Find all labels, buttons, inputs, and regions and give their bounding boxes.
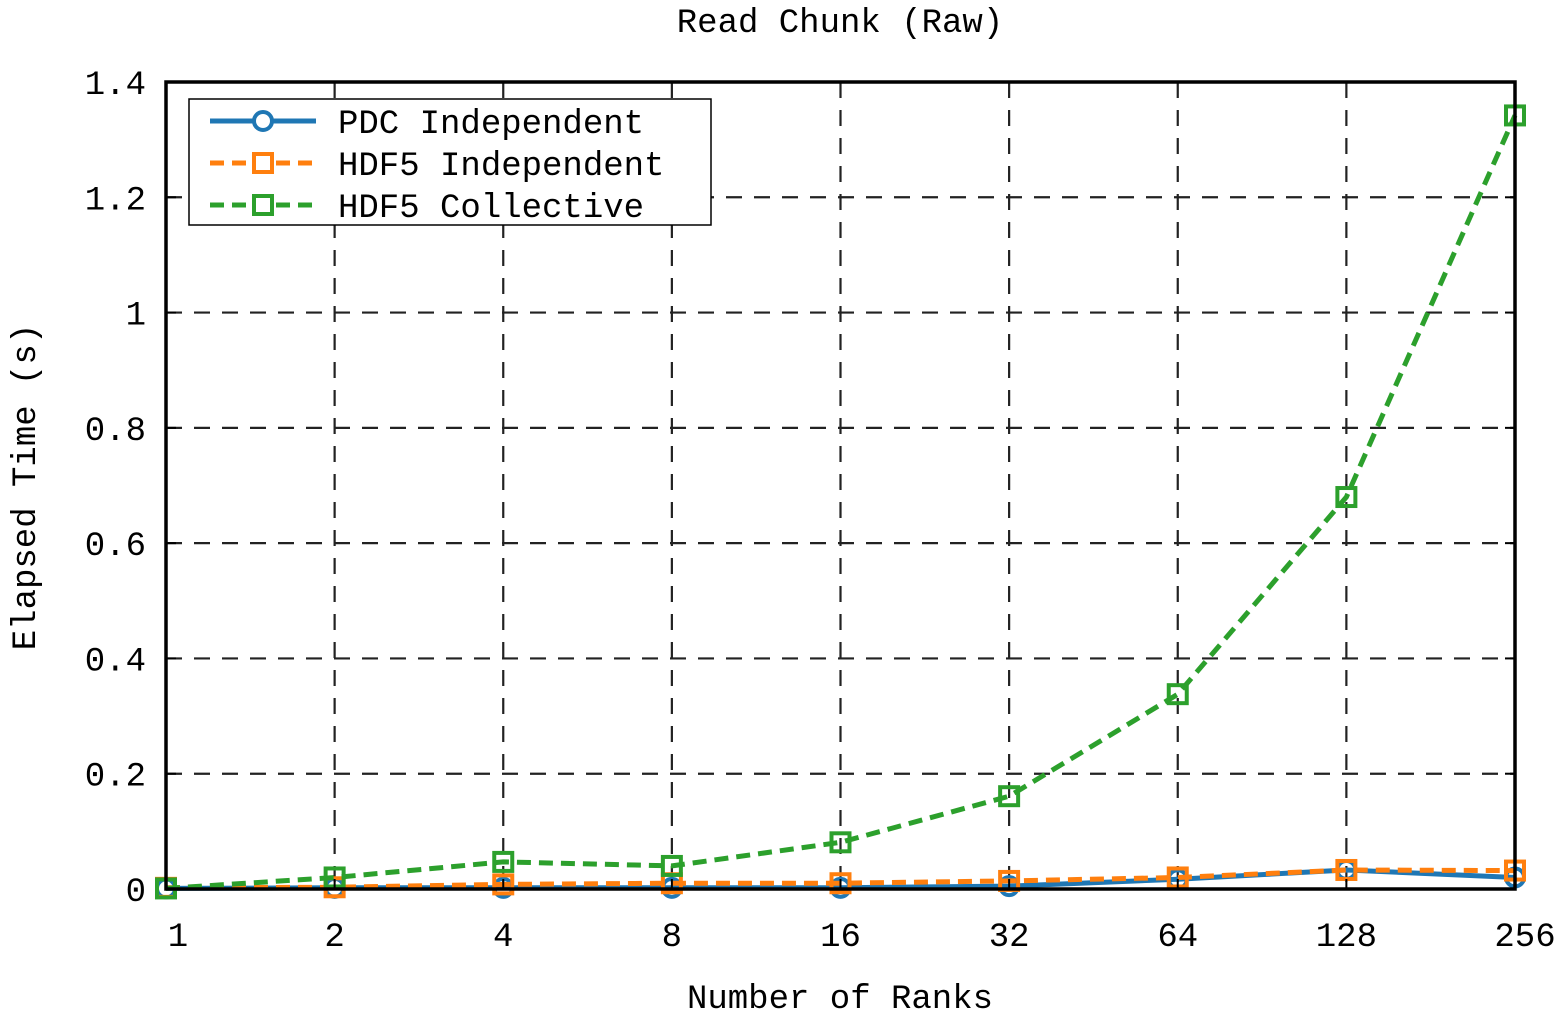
x-tick-label: 32 bbox=[989, 919, 1030, 957]
data-point bbox=[1335, 858, 1358, 881]
data-point bbox=[998, 785, 1021, 808]
series-line bbox=[165, 114, 1518, 891]
x-tick-label: 8 bbox=[662, 919, 682, 957]
x-tick-label: 1 bbox=[168, 919, 188, 957]
legend-marker bbox=[252, 152, 274, 174]
data-point bbox=[829, 831, 852, 854]
y-tick-label: 1 bbox=[126, 298, 146, 336]
data-point bbox=[492, 873, 515, 896]
legend-marker bbox=[252, 110, 274, 132]
y-tick-label: 1.2 bbox=[85, 182, 146, 220]
y-tick-label: 0.8 bbox=[85, 413, 146, 451]
x-tick-label: 64 bbox=[1157, 919, 1198, 957]
x-tick-label: 16 bbox=[820, 919, 861, 957]
x-tick-label: 128 bbox=[1316, 919, 1377, 957]
x-tick-label: 256 bbox=[1494, 919, 1555, 957]
x-tick-label: 4 bbox=[493, 919, 513, 957]
chart-title: Read Chunk (Raw) bbox=[677, 5, 1003, 43]
legend: PDC Independent HDF5 Independent HDF5 Coll… bbox=[188, 98, 712, 228]
legend-label: HDF5 Independent bbox=[338, 148, 664, 186]
data-point bbox=[492, 850, 515, 873]
data-point bbox=[660, 854, 683, 877]
y-tick-labels: 0 0.2 0.4 0.6 0.8 1 1.2 1.4 bbox=[85, 67, 1515, 912]
data-point bbox=[1166, 683, 1189, 706]
series-line bbox=[165, 867, 1516, 891]
y-tick-label: 0.2 bbox=[85, 759, 146, 797]
x-tick-label: 2 bbox=[324, 919, 344, 957]
y-axis-label: Elapsed Time (s) bbox=[8, 324, 46, 650]
legend-label: HDF5 Collective bbox=[338, 190, 644, 228]
y-tick-label: 0 bbox=[126, 874, 146, 912]
legend-label: PDC Independent bbox=[338, 106, 644, 144]
data-point bbox=[829, 872, 852, 895]
y-tick-label: 0.4 bbox=[85, 643, 146, 681]
y-tick-label: 1.4 bbox=[85, 67, 146, 105]
x-tick-labels: 1 2 4 8 16 32 64 128 256 bbox=[165, 879, 1556, 957]
legend-marker bbox=[252, 194, 274, 216]
data-point bbox=[1335, 486, 1358, 509]
x-axis-label: Number of Ranks bbox=[687, 981, 993, 1014]
y-tick-label: 0.6 bbox=[85, 528, 146, 566]
